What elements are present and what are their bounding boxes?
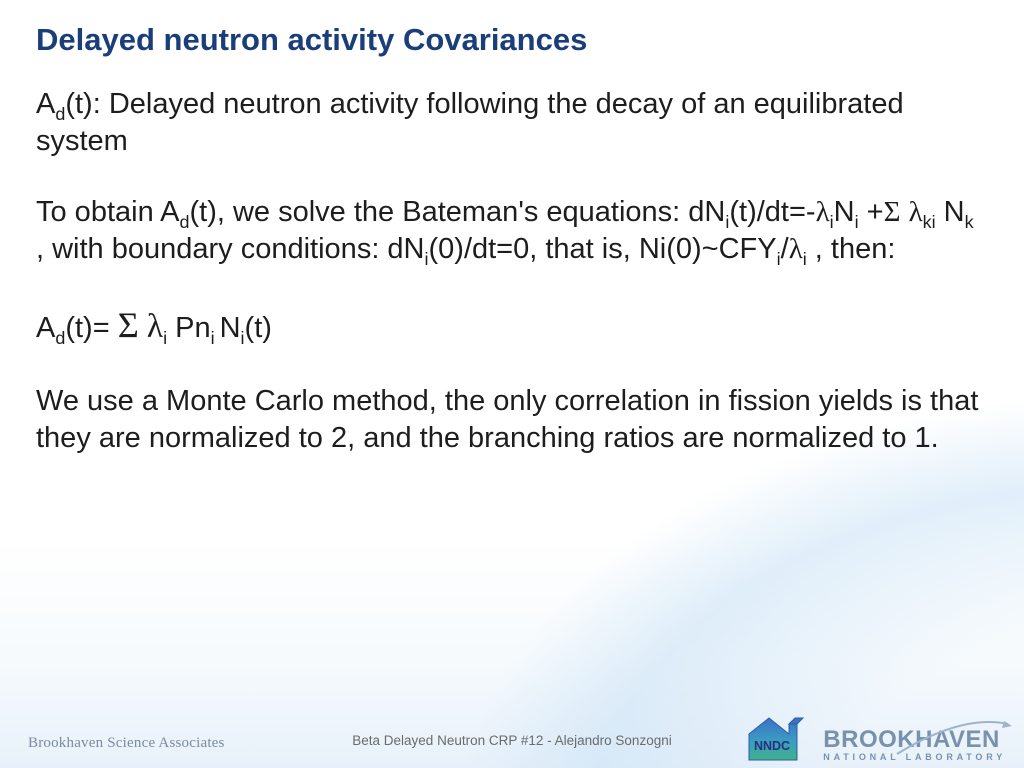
paragraph-4: We use a Monte Carlo method, the only co…	[36, 383, 988, 457]
paragraph-3: Ad(t)= Σ λi Pni Ni(t)	[36, 302, 988, 349]
p1-post: (t): Delayed neutron activity following …	[36, 88, 904, 157]
p2-mid3: N	[834, 196, 855, 228]
slide: Delayed neutron activity Covariances Ad(…	[0, 0, 1024, 768]
nndc-text: NNDC	[754, 739, 790, 753]
p2-sub5: ki	[923, 212, 936, 232]
lambda-4: λ	[147, 308, 163, 345]
p3-mid3: N	[220, 312, 241, 344]
p2-pre: To obtain A	[36, 196, 180, 228]
sigma-1: Σ	[884, 196, 901, 228]
p2-mid6: , with boundary conditions: dN	[36, 233, 425, 265]
p2-mid2: (t)/dt=-	[729, 196, 815, 228]
lambda-2: λ	[909, 196, 923, 228]
nndc-logo-icon: NNDC	[745, 710, 809, 762]
p2-sp	[901, 196, 909, 228]
p2-sub6: k	[965, 212, 974, 232]
p3-mid2: Pn	[167, 312, 211, 344]
p2-mid5: N	[936, 196, 965, 228]
p3-pre: A	[36, 312, 55, 344]
p3-sub: d	[55, 328, 65, 348]
p2-mid4: +	[859, 196, 884, 228]
p3-end: (t)	[245, 312, 272, 344]
lambda-1: λ	[816, 196, 830, 228]
p2-mid8: /	[781, 233, 789, 265]
paragraph-1: Ad(t): Delayed neutron activity followin…	[36, 86, 988, 160]
p2-mid7: (0)/dt=0, that is, Ni(0)~CFY	[429, 233, 777, 265]
lambda-3: λ	[789, 233, 803, 265]
p1-pre: A	[36, 88, 55, 120]
p2-mid: (t), we solve the Bateman's equations: d…	[190, 196, 726, 228]
p3-sp	[139, 312, 147, 344]
footer: Brookhaven Science Associates Beta Delay…	[0, 712, 1024, 768]
bnl-top-text: BROOKHAVEN	[823, 728, 1000, 752]
sigma-2: Σ	[118, 305, 139, 345]
p3-sub3: i	[211, 328, 220, 348]
footer-right: NNDC BROOKHAVEN NATIONAL LABORATORY	[745, 710, 1006, 762]
brookhaven-logo: BROOKHAVEN NATIONAL LABORATORY	[823, 728, 1006, 762]
p1-sub: d	[55, 104, 65, 124]
paragraph-2: To obtain Ad(t), we solve the Bateman's …	[36, 194, 988, 268]
p2-end: , then:	[807, 233, 896, 265]
p2-sub: d	[180, 212, 190, 232]
p3-mid: (t)=	[65, 312, 117, 344]
body-text: Ad(t): Delayed neutron activity followin…	[36, 86, 988, 457]
page-title: Delayed neutron activity Covariances	[36, 22, 988, 58]
bnl-bottom-text: NATIONAL LABORATORY	[823, 753, 1006, 762]
